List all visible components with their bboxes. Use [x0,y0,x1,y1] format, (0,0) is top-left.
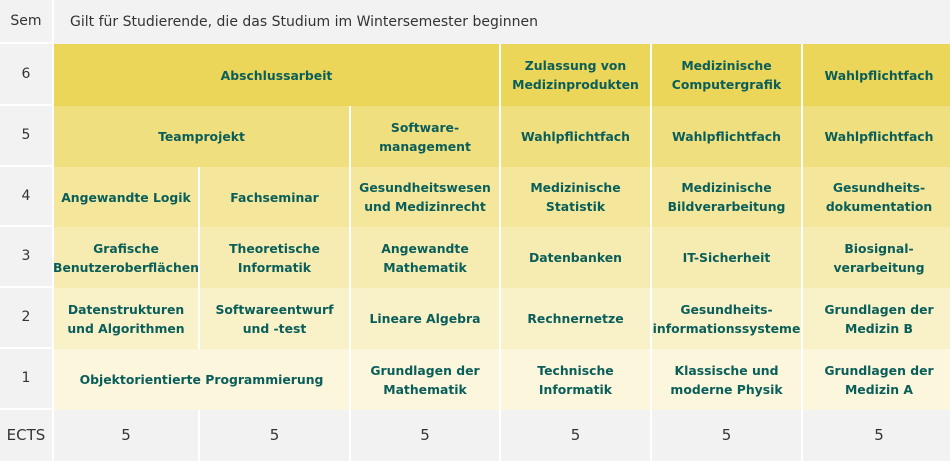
module-cell: Medizinische Statistik [501,167,650,227]
semester-number: 3 [0,227,52,288]
sem-header: Sem [0,0,52,44]
module-cell: Datenbanken [501,227,650,288]
module-cell: Wahlpflichtfach [803,44,950,106]
ects-value: 5 [501,410,650,461]
ects-label: ECTS [0,410,52,461]
ects-value: 5 [54,410,198,461]
module-cell: Wahlpflichtfach [652,106,801,167]
module-cell: Abschlussarbeit [54,44,499,106]
module-cell: Grundlagen der Mathematik [351,349,499,410]
module-cell: Lineare Algebra [351,288,499,349]
module-cell: Fachseminar [200,167,349,227]
module-cell: Angewandte Mathematik [351,227,499,288]
ects-value: 5 [351,410,499,461]
module-cell: Grafische Benutzeroberflächen [53,227,199,288]
module-cell: Objektorientierte Programmierung [54,349,349,410]
module-cell: Medizinische Bildverarbeitung [652,167,801,227]
semester-number: 5 [0,106,52,167]
module-cell: Wahlpflichtfach [501,106,650,167]
semester-number: 4 [0,167,52,227]
module-cell: Angewandte Logik [54,167,198,227]
module-cell: Zulassung von Medizinprodukten [501,44,650,106]
module-cell: Biosignal-verarbeitung [803,227,950,288]
module-cell: Medizinische Computergrafik [652,44,801,106]
module-cell: Gesundheitswesen und Medizinrecht [351,167,499,227]
module-cell: Wahlpflichtfach [803,106,950,167]
module-cell: Software-management [351,106,499,167]
semester-number: 2 [0,288,52,349]
ects-value: 5 [803,410,950,461]
module-cell: Technische Informatik [501,349,650,410]
module-cell: Teamprojekt [54,106,349,167]
module-cell: Softwareentwurf und -test [200,288,349,349]
ects-value: 5 [652,410,801,461]
module-cell: Datenstrukturen und Algorithmen [54,288,198,349]
semester-number: 6 [0,44,52,106]
semester-number: 1 [0,349,52,410]
module-cell: Gesundheits-informationssysteme [652,288,801,349]
module-cell: Gesundheits-dokumentation [803,167,950,227]
ects-value: 5 [200,410,349,461]
table-title: Gilt für Studierende, die das Studium im… [54,0,950,44]
module-cell: Theoretische Informatik [200,227,349,288]
module-cell: Klassische und moderne Physik [652,349,801,410]
module-cell: IT-Sicherheit [652,227,801,288]
module-cell: Grundlagen der Medizin A [803,349,950,410]
module-cell: Grundlagen der Medizin B [803,288,950,349]
module-cell: Rechnernetze [501,288,650,349]
